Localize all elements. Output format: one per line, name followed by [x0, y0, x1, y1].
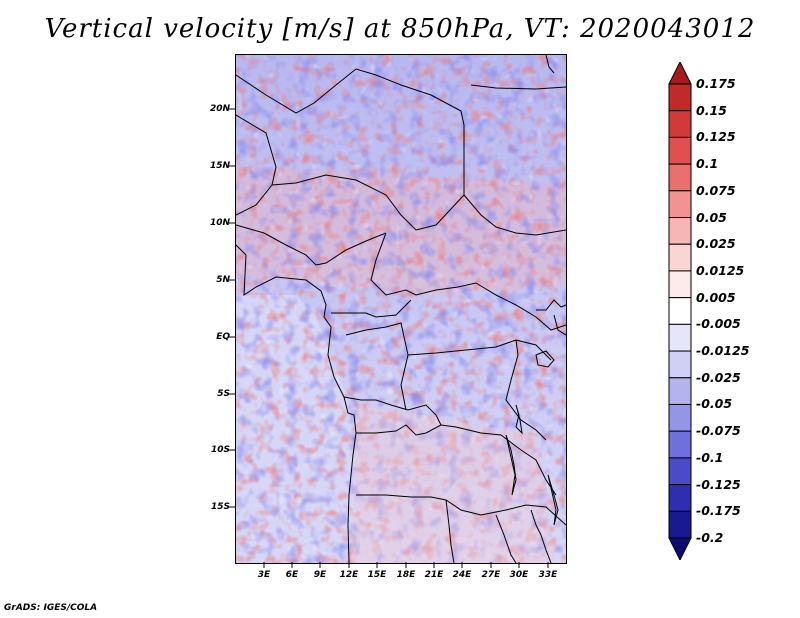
- lon-label-24e: 24E: [452, 570, 472, 580]
- colorbar-bin: [668, 136, 692, 165]
- lon-label-3e: 3E: [257, 570, 271, 580]
- lon-label-30e: 30E: [509, 570, 529, 580]
- colorbar-label: 0.075: [696, 182, 736, 198]
- white-texture: [236, 55, 566, 563]
- lon-ticks: [263, 562, 549, 568]
- colorbar-bin: [668, 323, 692, 352]
- colorbar-label: -0.025: [696, 369, 741, 385]
- colorbar-label: 0.175: [696, 76, 736, 91]
- lon-label-33e: 33E: [538, 570, 558, 580]
- colorbar-label: 0.005: [696, 289, 736, 305]
- lat-label-5s: 5S: [217, 389, 230, 399]
- lat-label-10s: 10S: [210, 445, 230, 455]
- lat-label-15s: 15S: [210, 502, 230, 512]
- colorbar-top-triangle: [668, 62, 692, 85]
- colorbar-label: -0.075: [696, 423, 741, 439]
- colorbar-label: 0.0125: [696, 262, 745, 278]
- colorbar-label: 0.125: [696, 129, 736, 145]
- colorbar-bottom-triangle: [668, 537, 692, 560]
- colorbar-bin: [668, 83, 692, 112]
- map-title: Vertical velocity [m/s] at 850hPa, VT: 2…: [44, 14, 756, 44]
- colorbar-bin: [668, 510, 692, 539]
- lon-label-12e: 12E: [339, 570, 359, 580]
- map-frame: [235, 54, 567, 564]
- colorbar-label: -0.05: [696, 396, 733, 412]
- colorbar-label: -0.2: [696, 530, 724, 545]
- colorbar: [668, 62, 692, 560]
- colorbar-label: -0.125: [696, 476, 741, 492]
- colorbar-label: 0.15: [696, 102, 727, 118]
- colorbar-bin: [668, 190, 692, 219]
- colorbar-bin: [668, 270, 692, 299]
- south-red-band: [351, 405, 556, 563]
- lat-label-20n: 20N: [209, 104, 230, 114]
- colorbar-label: -0.005: [696, 316, 741, 332]
- colorbar-label: 0.1: [696, 156, 719, 172]
- lat-label-eq: EQ: [216, 332, 230, 342]
- footer-credit: GrADS: IGES/COLA: [4, 603, 98, 613]
- colorbar-label: -0.1: [696, 449, 724, 465]
- colorbar-bin: [668, 457, 692, 486]
- map-panel: [236, 55, 566, 563]
- lon-label-9e: 9E: [313, 570, 327, 580]
- lat-label-5n: 5N: [216, 275, 230, 285]
- lon-label-21e: 21E: [424, 570, 444, 580]
- colorbar-bin: [668, 110, 692, 138]
- coastlines-borders: [236, 55, 566, 563]
- colorbar-label: -0.175: [696, 503, 741, 519]
- lat-label-15n: 15N: [209, 161, 230, 171]
- colorbar-label: -0.0125: [696, 343, 750, 359]
- lat-label-10n: 10N: [209, 218, 230, 228]
- colorbar-bin: [668, 377, 692, 405]
- colorbar-bin: [668, 350, 692, 379]
- colorbar-bin: [668, 484, 692, 512]
- lon-label-27e: 27E: [481, 570, 501, 580]
- colorbar-bin: [668, 403, 692, 432]
- lon-label-6e: 6E: [285, 570, 299, 580]
- lat-ticks: [229, 108, 236, 508]
- lon-label-18e: 18E: [396, 570, 416, 580]
- colorbar-bin: [668, 430, 692, 459]
- colorbar-bin: [668, 163, 692, 192]
- colorbar-label: 0.05: [696, 209, 727, 225]
- colorbar-bin: [668, 243, 692, 272]
- lon-label-15e: 15E: [367, 570, 387, 580]
- colorbar-bin: [668, 217, 692, 245]
- colorbar-label: 0.025: [696, 236, 736, 252]
- colorbar-bin: [668, 297, 692, 325]
